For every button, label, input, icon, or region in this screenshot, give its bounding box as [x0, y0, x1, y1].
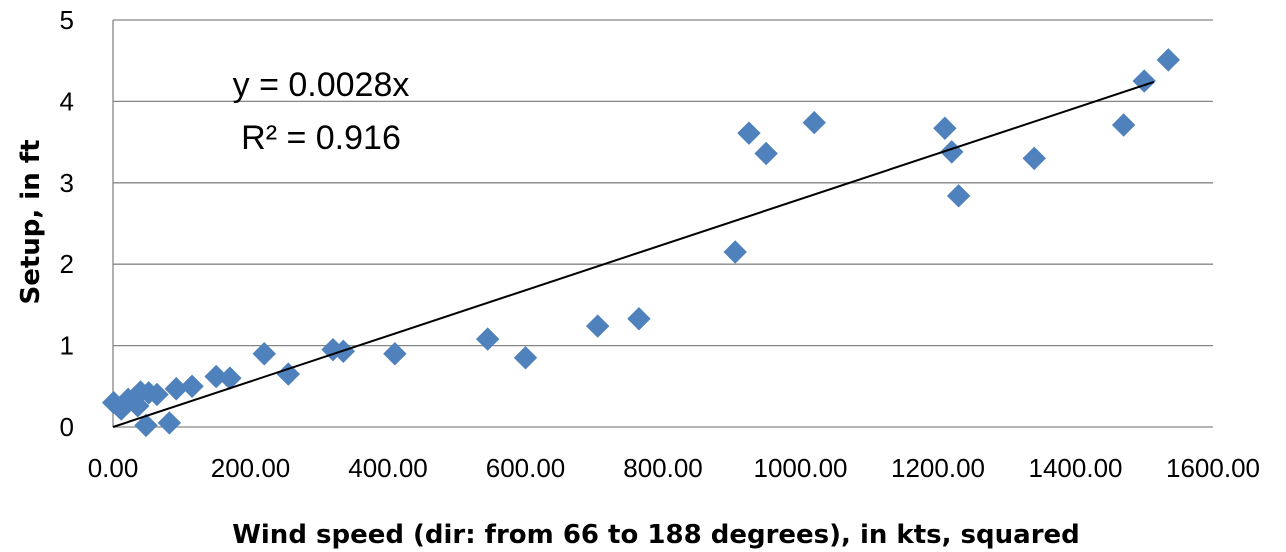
y-tick-label: 3: [60, 168, 74, 198]
data-point: [1156, 48, 1181, 72]
data-point: [946, 184, 971, 208]
x-tick-label: 600.00: [486, 453, 566, 483]
data-point: [204, 364, 228, 389]
y-tick-label: 4: [60, 86, 74, 116]
x-tick-label: 0.00: [88, 453, 139, 483]
x-tick-label: 1200.00: [891, 453, 985, 483]
x-tick-label: 1000.00: [754, 453, 848, 483]
trendline-equation: y = 0.0028x: [233, 66, 410, 104]
data-point: [723, 240, 747, 264]
data-point: [754, 141, 778, 166]
data-point: [1132, 69, 1156, 93]
data-point: [180, 374, 204, 399]
y-axis-title: Setup, in ft: [16, 139, 46, 304]
x-tick-label: 1600.00: [1166, 453, 1260, 483]
data-point: [802, 110, 826, 135]
data-point: [933, 116, 957, 140]
data-point: [145, 382, 169, 407]
x-tick-labels: 0.00 200.00 400.00 600.00 800.00 1000.00 1200.…: [88, 453, 1260, 483]
data-point: [513, 346, 538, 370]
y-tick-labels: 0 1 2 3 4 5: [60, 5, 74, 442]
data-point: [157, 411, 182, 435]
x-tick-label: 200.00: [211, 453, 291, 483]
data-point: [737, 121, 761, 145]
trendline-r-squared: R² = 0.916: [241, 119, 401, 157]
data-point: [1111, 113, 1136, 137]
y-tick-label: 2: [60, 249, 74, 279]
x-tick-label: 1400.00: [1029, 453, 1123, 483]
x-tick-label: 400.00: [348, 453, 428, 483]
data-point: [585, 314, 610, 338]
trendline-group: [112, 80, 1155, 428]
trendline-annotations: y = 0.0028x R² = 0.916: [233, 66, 410, 157]
data-point: [627, 307, 651, 331]
data-point: [383, 342, 407, 366]
y-tick-label: 1: [60, 331, 74, 361]
data-point: [134, 413, 158, 438]
x-axis-title: Wind speed (dir: from 66 to 188 degrees)…: [232, 520, 1080, 550]
x-tick-label: 800.00: [623, 453, 703, 483]
data-point: [252, 342, 276, 366]
y-tick-label: 5: [60, 5, 74, 35]
trendline: [112, 80, 1155, 428]
data-points: [101, 48, 1181, 438]
y-tick-label: 0: [60, 412, 74, 442]
data-point: [1022, 146, 1046, 171]
gridlines: [112, 19, 1213, 428]
data-point: [475, 327, 500, 351]
